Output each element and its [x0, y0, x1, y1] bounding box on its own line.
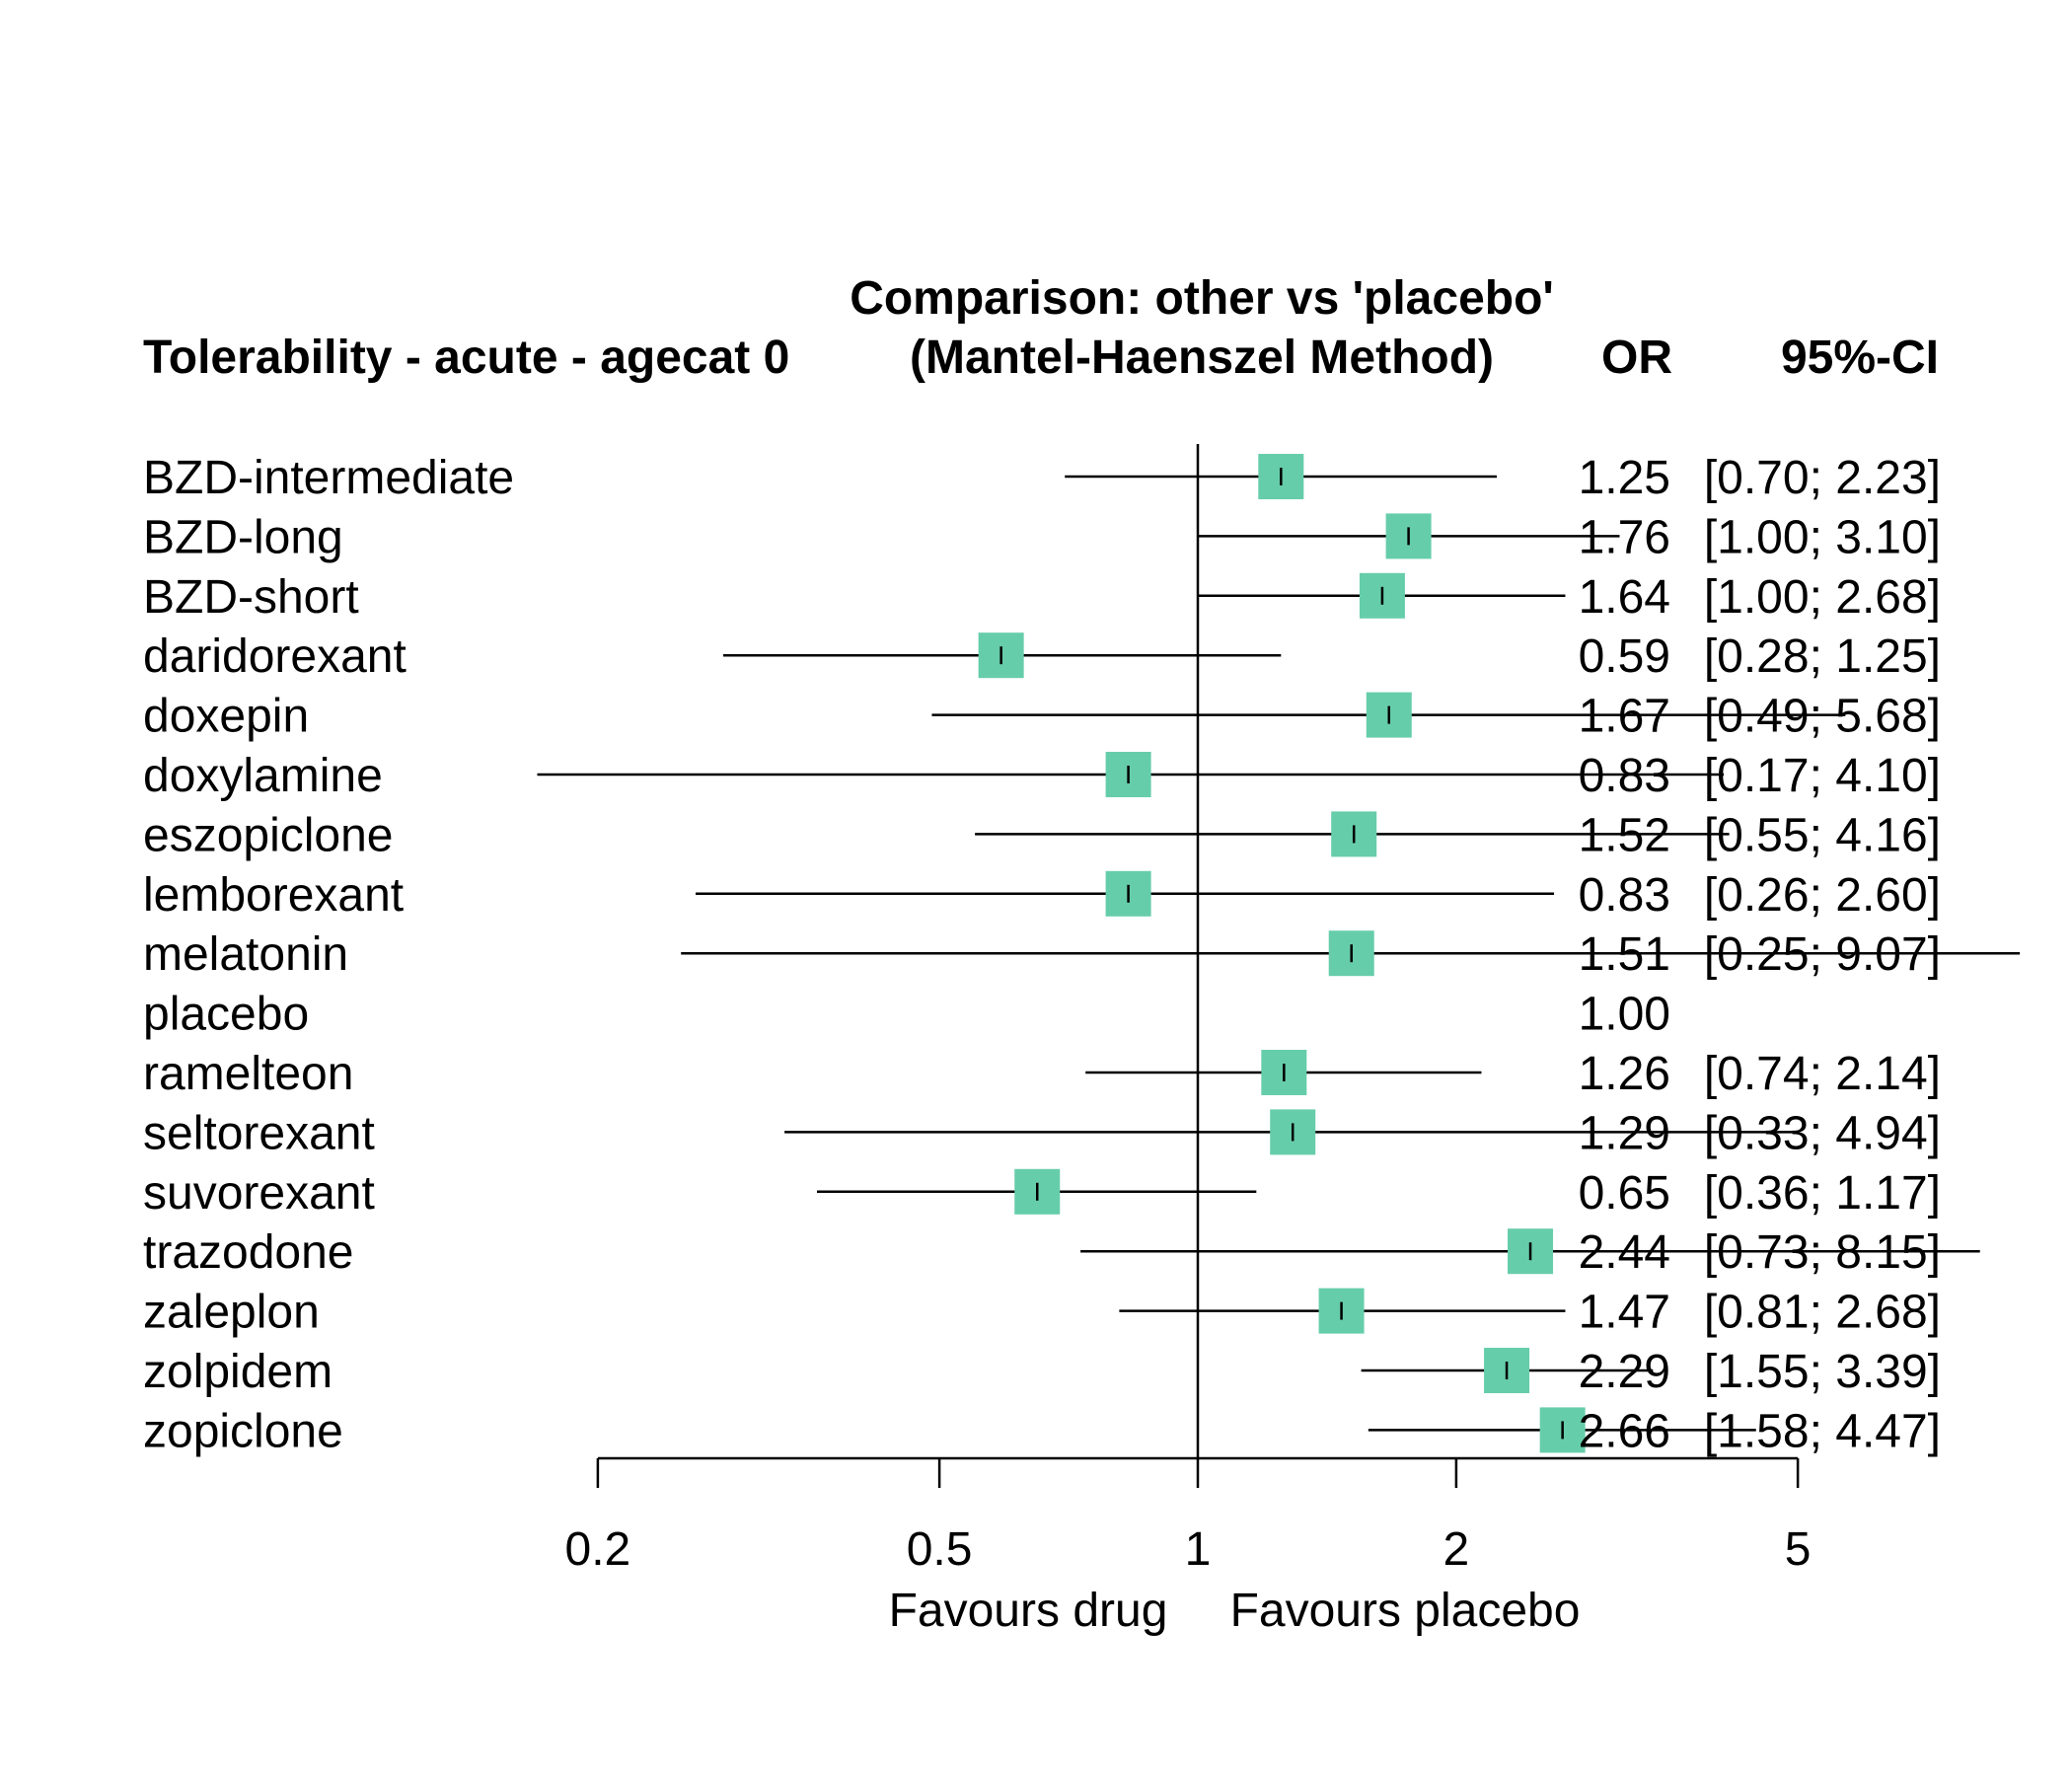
table-row: trazodone 2.44 [0.73; 8.15] [143, 1226, 1980, 1279]
ci-value: [0.36; 1.17] [1704, 1167, 1941, 1220]
or-value: 0.83 [1579, 869, 1670, 922]
center-title-line1: Comparison: other vs 'placebo' [850, 272, 1554, 325]
study-rows: BZD-intermediate 1.25 [0.70; 2.23] BZD-long… [143, 452, 2021, 1457]
study-label: melatonin [143, 928, 348, 981]
or-value: 1.51 [1579, 928, 1670, 981]
table-row: melatonin 1.51 [0.25; 9.07] [143, 928, 2021, 981]
study-label: daridorexant [143, 630, 407, 683]
study-label: trazodone [143, 1226, 354, 1279]
study-label: BZD-intermediate [143, 452, 514, 504]
table-row: lemborexant 0.83 [0.26; 2.60] [143, 869, 1941, 922]
table-row: eszopiclone 1.52 [0.55; 4.16] [143, 809, 1941, 861]
ci-value: [0.17; 4.10] [1704, 750, 1941, 802]
or-value: 2.66 [1579, 1405, 1670, 1457]
study-label: eszopiclone [143, 809, 394, 861]
study-label: zaleplon [143, 1287, 320, 1339]
table-row: suvorexant 0.65 [0.36; 1.17] [143, 1167, 1941, 1220]
or-value: 0.59 [1579, 630, 1670, 683]
table-row: zopiclone 2.66 [1.58; 4.47] [143, 1405, 1941, 1457]
or-value: 1.52 [1579, 809, 1670, 861]
table-row: BZD-short 1.64 [1.00; 2.68] [143, 571, 1941, 624]
ci-value: [0.33; 4.94] [1704, 1107, 1941, 1159]
table-row: doxylamine 0.83 [0.17; 4.10] [143, 750, 1941, 802]
table-row: placebo 1.00 [143, 989, 1670, 1041]
study-label: doxylamine [143, 750, 383, 802]
axis-tick-label: 0.2 [565, 1523, 631, 1576]
or-value: 1.00 [1579, 989, 1670, 1041]
ci-value: [0.73; 8.15] [1704, 1226, 1941, 1279]
study-label: suvorexant [143, 1167, 375, 1220]
table-row: BZD-intermediate 1.25 [0.70; 2.23] [143, 452, 1941, 504]
ci-value: [0.70; 2.23] [1704, 452, 1941, 504]
study-label: lemborexant [143, 869, 404, 922]
favours-drug-label: Favours drug [889, 1585, 1168, 1637]
ci-value: [1.00; 3.10] [1704, 511, 1941, 563]
axis-tick-label: 2 [1443, 1523, 1470, 1576]
ci-value: [1.55; 3.39] [1704, 1346, 1941, 1398]
left-title: Tolerability - acute - agecat 0 [143, 332, 789, 384]
study-label: BZD-long [143, 511, 343, 563]
or-value: 0.83 [1579, 750, 1670, 802]
table-row: BZD-long 1.76 [1.00; 3.10] [143, 511, 1941, 563]
ci-value: [1.58; 4.47] [1704, 1405, 1941, 1457]
or-column-header: OR [1601, 332, 1672, 384]
table-row: ramelteon 1.26 [0.74; 2.14] [143, 1048, 1941, 1100]
study-label: doxepin [143, 691, 309, 743]
ci-value: [0.26; 2.60] [1704, 869, 1941, 922]
or-value: 1.64 [1579, 571, 1670, 624]
ci-value: [0.25; 9.07] [1704, 928, 1941, 981]
x-axis: 0.2 0.5 1 2 5 [565, 1456, 1812, 1576]
table-row: zolpidem 2.29 [1.55; 3.39] [143, 1346, 1941, 1398]
or-value: 2.44 [1579, 1226, 1670, 1279]
or-value: 1.47 [1579, 1287, 1670, 1339]
ci-value: [0.74; 2.14] [1704, 1048, 1941, 1100]
axis-tick-label: 5 [1785, 1523, 1812, 1576]
study-label: placebo [143, 989, 309, 1041]
study-label: ramelteon [143, 1048, 353, 1100]
ci-value: [1.00; 2.68] [1704, 571, 1941, 624]
favours-placebo-label: Favours placebo [1230, 1585, 1581, 1637]
or-value: 1.25 [1579, 452, 1670, 504]
axis-tick-label: 0.5 [907, 1523, 973, 1576]
study-label: zopiclone [143, 1405, 343, 1457]
axis-tick-label: 1 [1185, 1523, 1212, 1576]
or-value: 0.65 [1579, 1167, 1670, 1220]
or-value: 1.67 [1579, 691, 1670, 743]
study-label: seltorexant [143, 1107, 375, 1159]
ci-value: [0.55; 4.16] [1704, 809, 1941, 861]
table-row: doxepin 1.67 [0.49; 5.68] [143, 691, 1941, 743]
center-title-line2: (Mantel-Haenszel Method) [910, 332, 1494, 384]
or-value: 2.29 [1579, 1346, 1670, 1398]
ci-value: [0.81; 2.68] [1704, 1287, 1941, 1339]
or-value: 1.29 [1579, 1107, 1670, 1159]
study-label: BZD-short [143, 571, 359, 624]
ci-value: [0.28; 1.25] [1704, 630, 1941, 683]
ci-column-header: 95%-CI [1781, 332, 1939, 384]
ci-value: [0.49; 5.68] [1704, 691, 1941, 743]
study-label: zolpidem [143, 1346, 333, 1398]
table-row: seltorexant 1.29 [0.33; 4.94] [143, 1107, 1941, 1159]
table-row: zaleplon 1.47 [0.81; 2.68] [143, 1287, 1941, 1339]
or-value: 1.76 [1579, 511, 1670, 563]
table-row: daridorexant 0.59 [0.28; 1.25] [143, 630, 1941, 683]
or-value: 1.26 [1579, 1048, 1670, 1100]
